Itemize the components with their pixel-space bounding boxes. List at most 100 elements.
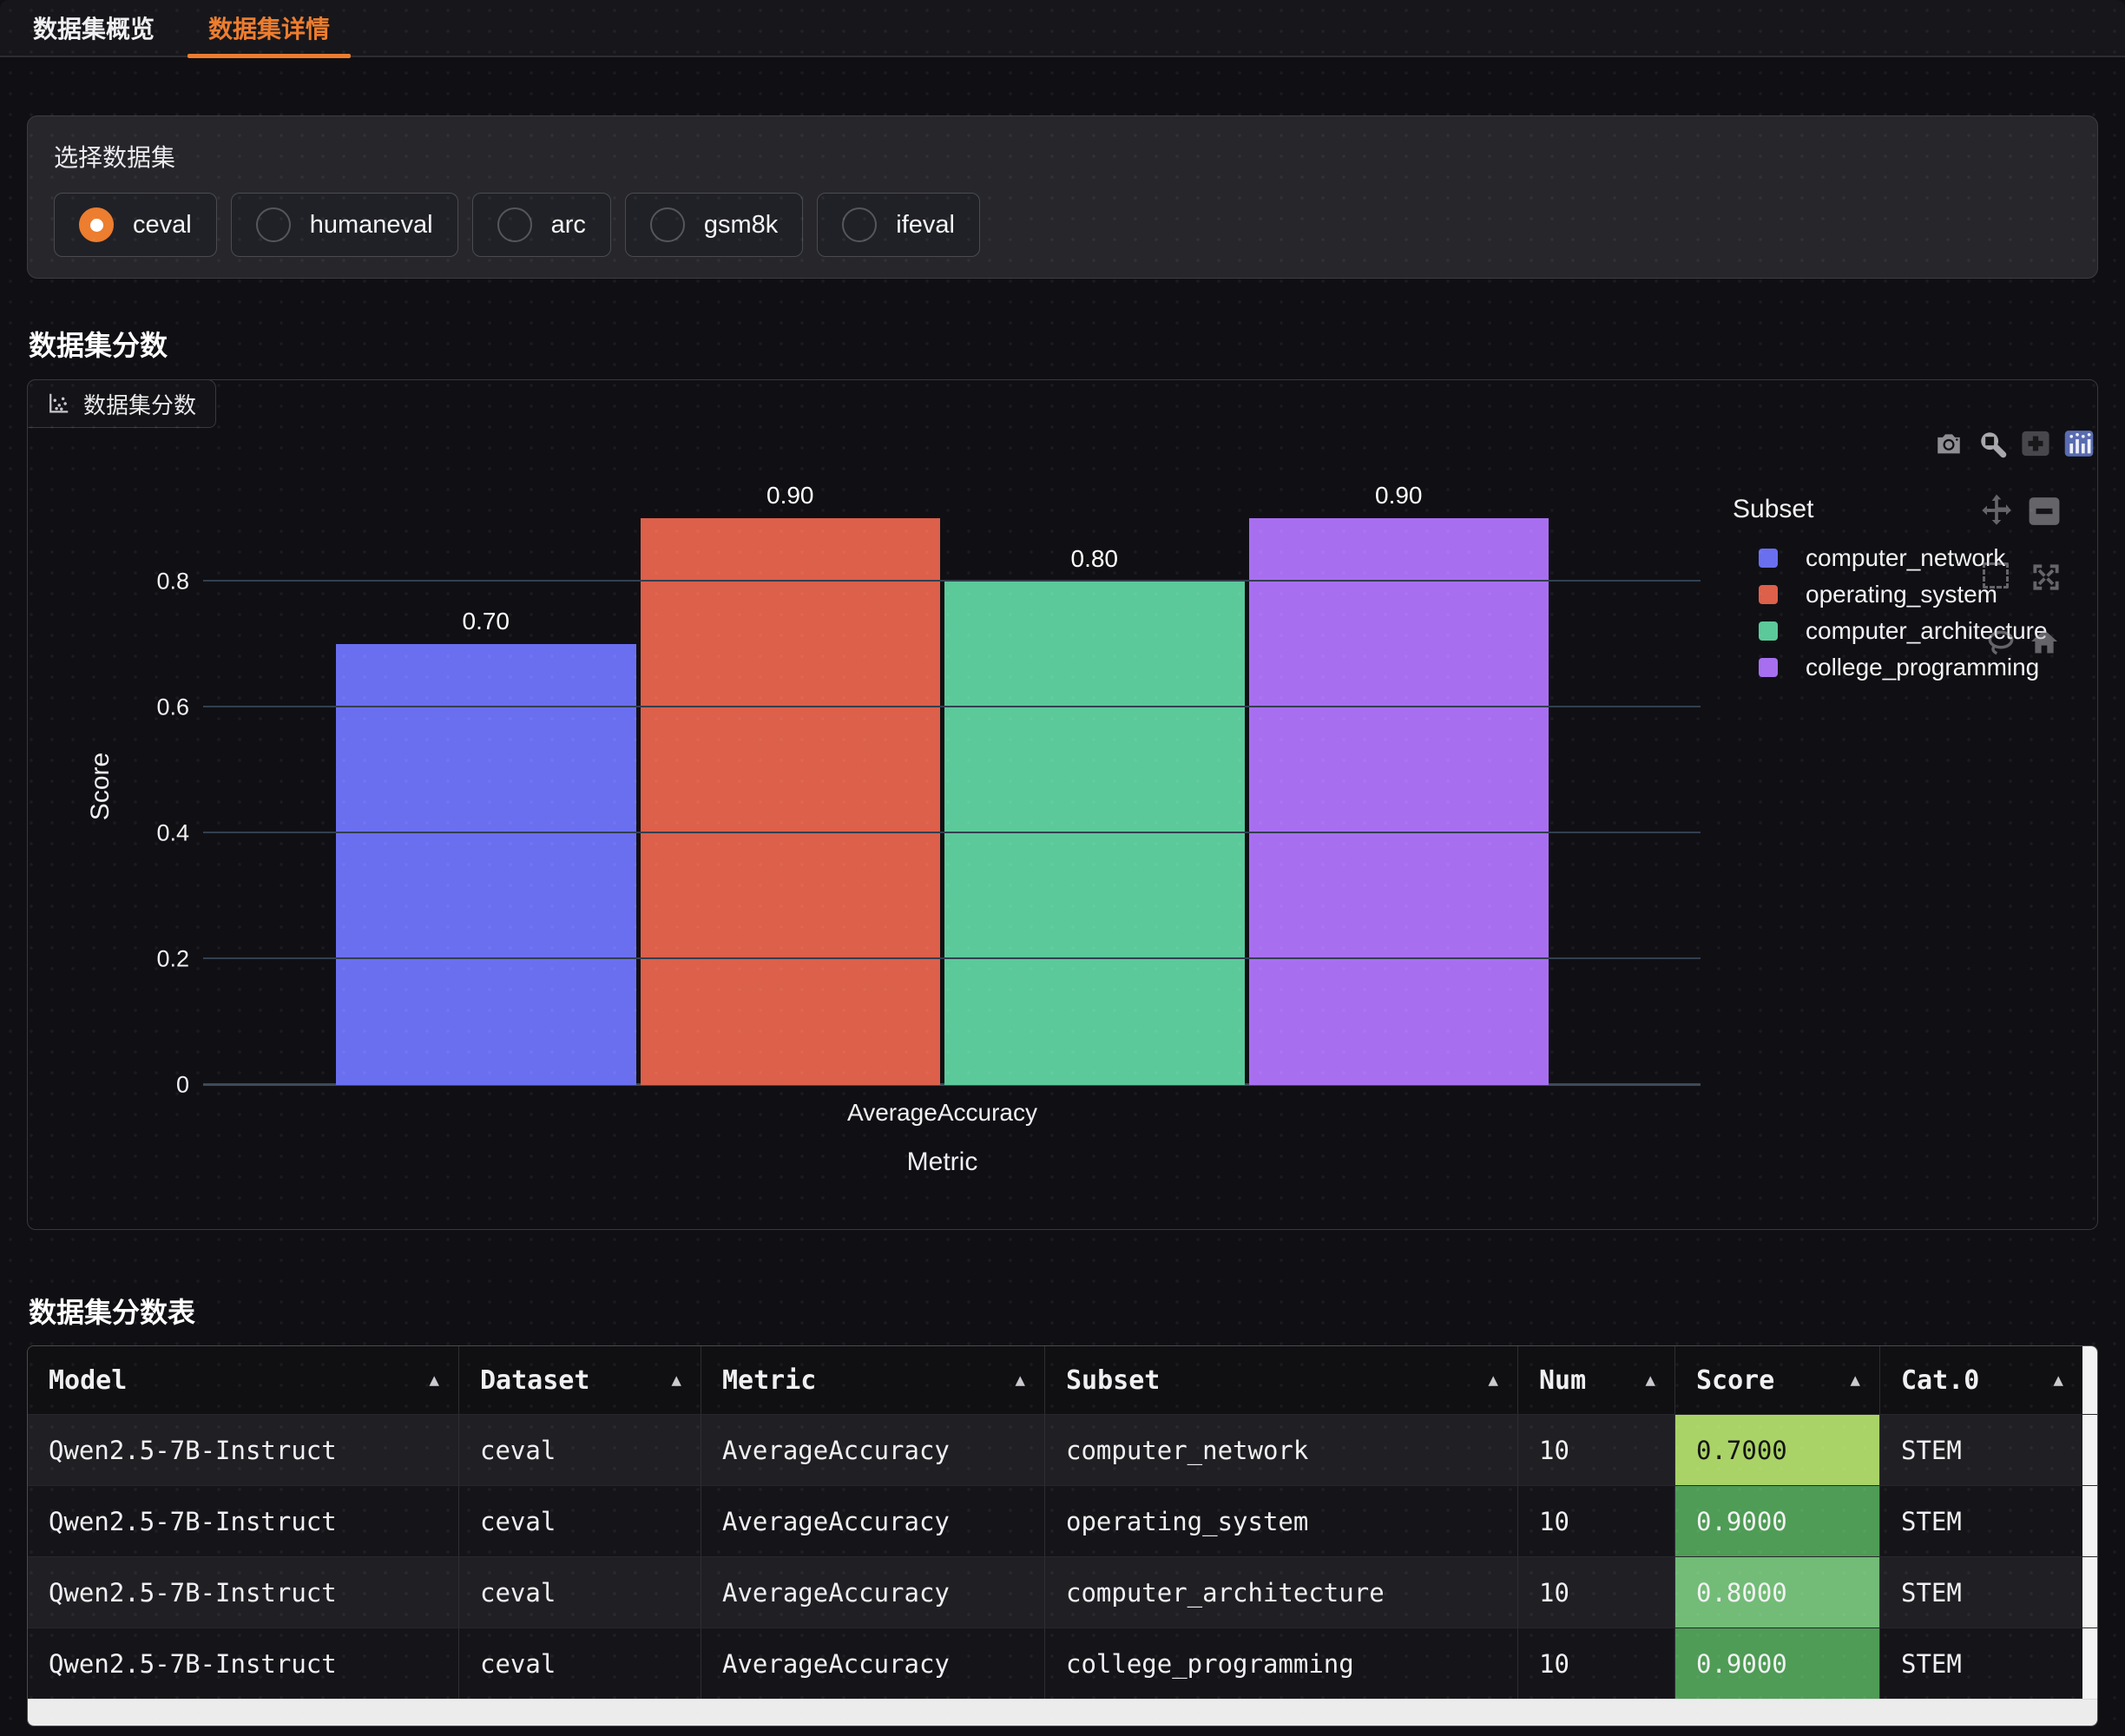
plotly-logo-icon[interactable] — [2064, 429, 2094, 458]
cell-model[interactable]: Qwen2.5-7B-Instruct — [28, 1628, 459, 1699]
horizontal-scrollbar[interactable] — [28, 1699, 2097, 1726]
tab-dataset-details[interactable]: 数据集详情 — [188, 0, 352, 58]
vertical-scrollbar[interactable] — [2082, 1415, 2097, 1485]
radio-option-arc[interactable]: arc — [471, 193, 611, 257]
cell-metric[interactable]: AverageAccuracy — [701, 1557, 1045, 1628]
x-tick-label: AverageAccuracy — [847, 1099, 1037, 1126]
reset-home-icon[interactable] — [2028, 625, 2061, 658]
bar-college_programming[interactable]: 0.90 — [1248, 482, 1549, 1085]
cell-num[interactable]: 10 — [1518, 1415, 1675, 1485]
cell-metric[interactable]: AverageAccuracy — [701, 1415, 1045, 1485]
cell-subset[interactable]: operating_system — [1045, 1486, 1518, 1556]
column-header-subset[interactable]: Subset ▲ — [1045, 1346, 1518, 1414]
download-camera-icon[interactable] — [1934, 429, 1964, 458]
cell-subset[interactable]: computer_architecture — [1045, 1557, 1518, 1628]
legend-label: operating_system — [1806, 581, 1998, 608]
sort-arrow-icon[interactable]: ▲ — [1645, 1371, 1655, 1390]
cell-dataset[interactable]: ceval — [459, 1628, 701, 1699]
tab-dataset-overview[interactable]: 数据集概览 — [12, 0, 175, 56]
cell-num[interactable]: 10 — [1518, 1557, 1675, 1628]
legend-item-college_programming[interactable]: college_programming — [1733, 649, 2048, 686]
cell-subset[interactable]: college_programming — [1045, 1628, 1518, 1699]
cell-model[interactable]: Qwen2.5-7B-Instruct — [28, 1486, 459, 1556]
bar-rect[interactable] — [336, 644, 636, 1085]
zoom-icon[interactable] — [1977, 429, 2007, 458]
cell-dataset[interactable]: ceval — [459, 1557, 701, 1628]
table-row[interactable]: Qwen2.5-7B-Instruct ceval AverageAccuracy c… — [28, 1628, 2097, 1699]
legend-item-computer_architecture[interactable]: computer_architecture — [1733, 613, 2048, 649]
sort-arrow-icon[interactable]: ▲ — [1850, 1371, 1860, 1390]
cell-dataset[interactable]: ceval — [459, 1486, 701, 1556]
vertical-scrollbar[interactable] — [2082, 1486, 2097, 1556]
radio-option-humaneval[interactable]: humaneval — [230, 193, 458, 257]
column-header-score[interactable]: Score ▲ — [1675, 1346, 1880, 1414]
sort-arrow-icon[interactable]: ▲ — [1015, 1371, 1025, 1390]
bar-operating_system[interactable]: 0.90 — [640, 482, 940, 1085]
radio-circle-icon — [497, 207, 532, 242]
sort-arrow-icon[interactable]: ▲ — [2053, 1371, 2063, 1390]
vertical-scrollbar[interactable] — [2082, 1557, 2097, 1628]
autoscale-icon[interactable] — [2030, 561, 2062, 594]
box-select-icon[interactable] — [1983, 562, 2009, 589]
cell-cat0[interactable]: STEM — [1901, 1435, 1962, 1465]
chart-panel-tab[interactable]: 数据集分数 — [27, 379, 216, 428]
sort-arrow-icon[interactable]: ▲ — [429, 1371, 439, 1390]
cell-subset[interactable]: computer_network — [1045, 1415, 1518, 1485]
column-header-num[interactable]: Num ▲ — [1518, 1346, 1675, 1414]
dataset-radio-group: ceval humaneval arc gsm8k ifeval — [54, 193, 2071, 257]
radio-option-gsm8k[interactable]: gsm8k — [624, 193, 804, 257]
pan-icon[interactable] — [1979, 493, 2014, 528]
dataset-picker-label: 选择数据集 — [54, 144, 176, 171]
cell-dataset[interactable]: ceval — [459, 1415, 701, 1485]
cell-metric[interactable]: AverageAccuracy — [701, 1628, 1045, 1699]
table-section-title: 数据集分数表 — [29, 1296, 196, 1328]
gridline — [203, 831, 1701, 833]
lasso-select-icon[interactable] — [1984, 627, 2017, 660]
radio-option-ceval[interactable]: ceval — [54, 193, 217, 257]
vertical-scrollbar[interactable] — [2082, 1628, 2097, 1699]
plot-area[interactable]: 0.70 0.90 0.80 0.90 AverageAccuracy Metric … — [86, 482, 1701, 1176]
cell-num[interactable]: 10 — [1518, 1486, 1675, 1556]
column-header-cat-0[interactable]: Cat.0 ▲ — [1880, 1346, 2082, 1414]
table-row[interactable]: Qwen2.5-7B-Instruct ceval AverageAccuracy c… — [28, 1556, 2097, 1628]
column-header-metric[interactable]: Metric ▲ — [701, 1346, 1045, 1414]
column-header-model[interactable]: Model ▲ — [28, 1346, 459, 1414]
cell-metric[interactable]: AverageAccuracy — [701, 1486, 1045, 1556]
bar-rect[interactable] — [1248, 518, 1549, 1085]
legend-label: college_programming — [1806, 654, 2040, 681]
cell-score[interactable]: 0.9000 — [1675, 1486, 1880, 1556]
bar-computer_architecture[interactable]: 0.80 — [944, 487, 1245, 1085]
legend-label: computer_network — [1806, 544, 2006, 571]
legend-items: computer_network operating_system computer… — [1733, 540, 2048, 686]
cell-cat0[interactable]: STEM — [1901, 1577, 1962, 1608]
cell-num[interactable]: 10 — [1518, 1628, 1675, 1699]
zoom-out-icon[interactable] — [2028, 495, 2061, 528]
column-header-dataset[interactable]: Dataset ▲ — [459, 1346, 701, 1414]
cell-model[interactable]: Qwen2.5-7B-Instruct — [28, 1415, 459, 1485]
cell-model[interactable]: Qwen2.5-7B-Instruct — [28, 1557, 459, 1628]
table-header-row: Model ▲ Dataset ▲ Metric ▲ Subset ▲ Num ▲ Score ▲ Ca… — [28, 1346, 2097, 1414]
sort-arrow-icon[interactable]: ▲ — [671, 1371, 681, 1390]
legend-item-computer_network[interactable]: computer_network — [1733, 540, 2048, 576]
bar-rect[interactable] — [640, 518, 940, 1085]
cell-cat0[interactable]: STEM — [1901, 1506, 1962, 1536]
sort-arrow-icon[interactable]: ▲ — [1488, 1371, 1498, 1390]
cell-cat0[interactable]: STEM — [1901, 1648, 1962, 1679]
radio-option-ifeval[interactable]: ifeval — [817, 193, 980, 257]
zoom-in-icon[interactable] — [2021, 429, 2050, 458]
column-header-label: Subset — [1066, 1364, 1161, 1396]
cell-score[interactable]: 0.7000 — [1675, 1415, 1880, 1485]
chart-panel-tab-label: 数据集分数 — [83, 391, 197, 418]
cell-score[interactable]: 0.8000 — [1675, 1557, 1880, 1628]
table-row[interactable]: Qwen2.5-7B-Instruct ceval AverageAccuracy o… — [28, 1485, 2097, 1556]
column-header-label: Num — [1539, 1364, 1587, 1396]
bar-computer_network[interactable]: 0.70 — [336, 487, 636, 1085]
dataset-picker-panel: 选择数据集 ceval humaneval arc gsm8k ifeval — [27, 115, 2098, 279]
x-axis-title: Metric — [906, 1147, 978, 1176]
radio-circle-icon — [79, 207, 114, 242]
cell-score[interactable]: 0.9000 — [1675, 1628, 1880, 1699]
chart-section-title: 数据集分数 — [29, 329, 168, 361]
vertical-scrollbar[interactable] — [2082, 1346, 2097, 1414]
table-row[interactable]: Qwen2.5-7B-Instruct ceval AverageAccuracy c… — [28, 1414, 2097, 1485]
legend-item-operating_system[interactable]: operating_system — [1733, 576, 2048, 613]
